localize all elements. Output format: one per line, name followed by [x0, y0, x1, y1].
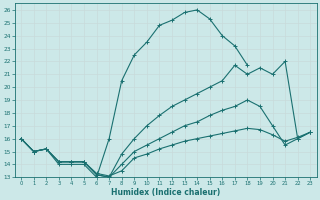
X-axis label: Humidex (Indice chaleur): Humidex (Indice chaleur) [111, 188, 220, 197]
